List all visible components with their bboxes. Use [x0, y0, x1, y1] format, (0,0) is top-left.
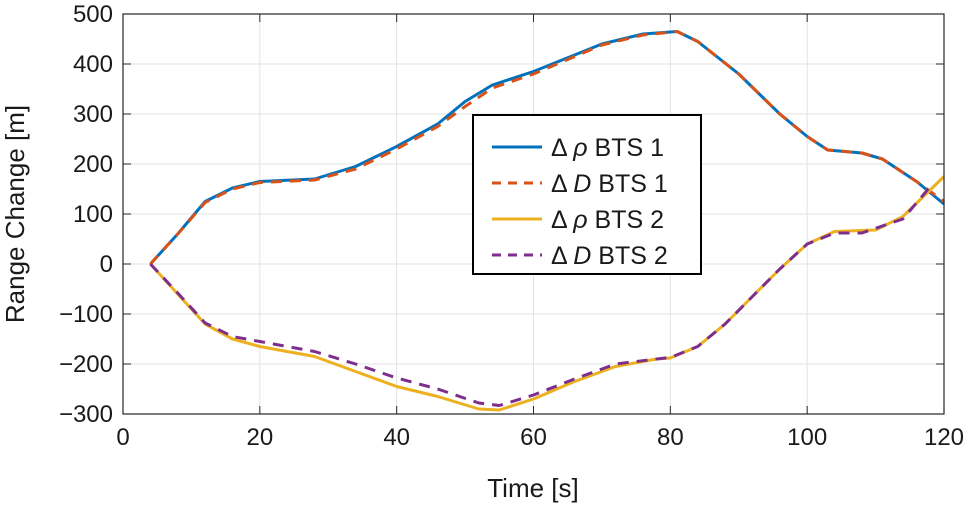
y-tick-label: 400 — [73, 51, 113, 78]
x-tick-label: 100 — [787, 424, 827, 451]
series-line-4 — [149, 185, 932, 407]
legend: Δ ρ BTS 1 Δ D BTS 1 Δ ρ BTS 2 Δ D BTS 2 — [472, 114, 702, 275]
y-tick-label: −100 — [59, 301, 113, 328]
legend-entry: Δ D BTS 2 — [551, 242, 668, 270]
x-tick-label: 120 — [924, 424, 964, 451]
y-tick-label: 0 — [100, 251, 113, 278]
y-tick-label: −200 — [59, 351, 113, 378]
y-tick-label: 300 — [73, 101, 113, 128]
x-axis-label: Time [s] — [487, 473, 578, 503]
y-tick-label: −300 — [59, 401, 113, 428]
x-tick-label: 60 — [520, 424, 547, 451]
x-tick-label: 0 — [116, 424, 129, 451]
y-axis-label: Range Change [m] — [0, 105, 30, 323]
legend-entry: Δ ρ BTS 1 — [551, 134, 664, 162]
plot-frame — [122, 13, 945, 415]
legend-entry: Δ D BTS 1 — [551, 170, 668, 198]
series-lines — [149, 30, 946, 412]
y-tick-label: 500 — [73, 1, 113, 28]
legend-entry: Δ ρ BTS 2 — [551, 206, 664, 234]
y-tick-label: 200 — [73, 151, 113, 178]
legend-box — [472, 114, 702, 275]
series-line-2 — [149, 30, 945, 266]
x-tick-label: 20 — [246, 424, 273, 451]
x-tick-label: 80 — [657, 424, 684, 451]
x-tick-label: 40 — [383, 424, 410, 451]
y-tick-label: 100 — [73, 201, 113, 228]
tick-labels: 0 20 40 60 80 100 120 −300 −200 −100 0 100 200 300 400… — [59, 1, 964, 451]
